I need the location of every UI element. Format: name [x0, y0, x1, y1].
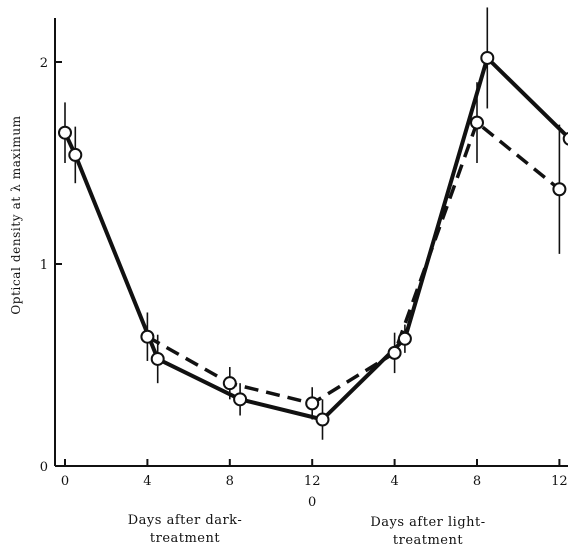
data-point-marker — [480, 50, 495, 65]
x-axis-label-light-line1: Days after light- — [370, 515, 485, 530]
series-line-solid — [63, 56, 568, 422]
data-point-marker — [387, 345, 402, 360]
data-point-marker — [233, 392, 248, 407]
data-point-marker — [150, 351, 165, 366]
y-tick-label: 1 — [40, 258, 48, 273]
data-point-marker — [315, 412, 330, 427]
data-point-marker — [68, 147, 83, 162]
data-point-marker — [58, 125, 72, 140]
x-axis-label-dark-line1: Days after dark- — [128, 513, 242, 528]
x-tick-label-dark: 8 — [226, 474, 234, 489]
data-point-marker — [222, 376, 237, 391]
series-dashed — [146, 82, 561, 420]
series-line-dashed — [146, 120, 561, 406]
data-point-marker — [397, 331, 412, 346]
data-point-marker — [140, 329, 155, 344]
x-tick-label-dark: 0 — [61, 474, 69, 489]
x-tick-label-light: 8 — [473, 474, 481, 489]
x-tick-label-light: 4 — [390, 474, 398, 489]
data-point-marker — [470, 115, 484, 130]
data-point-marker — [305, 396, 320, 411]
data-point-marker — [552, 182, 567, 197]
y-axis-label: Optical density at λ maximum — [9, 115, 23, 314]
y-tick-label: 0 — [40, 460, 48, 475]
series — [58, 7, 568, 440]
x-tick-label-light: 12 — [551, 474, 568, 489]
x-axis-label-light-line2: treatment — [393, 533, 463, 548]
x-tick-label-dark: 12 — [304, 474, 321, 489]
x-tick-label-light: 0 — [308, 495, 316, 510]
series-solid — [63, 7, 568, 440]
y-tick-label: 2 — [40, 56, 48, 71]
data-point-marker — [562, 131, 568, 146]
x-axis-label-dark-line2: treatment — [150, 531, 220, 546]
x-tick-label-dark: 4 — [143, 474, 151, 489]
